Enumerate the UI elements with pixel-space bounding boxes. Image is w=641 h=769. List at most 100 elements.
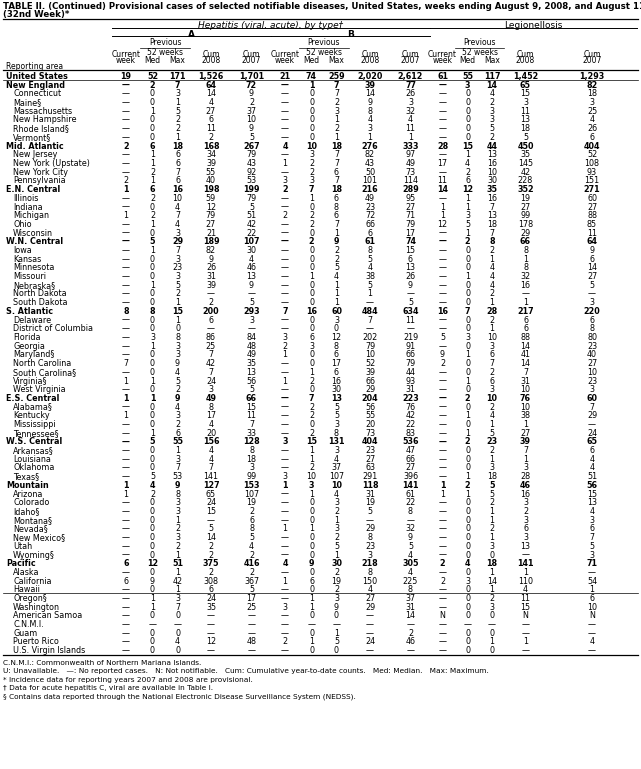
- Text: 3: 3: [523, 533, 528, 542]
- Text: —: —: [438, 568, 447, 577]
- Text: 2: 2: [124, 176, 129, 185]
- Text: Cum: Cum: [362, 50, 379, 59]
- Text: 43: 43: [247, 159, 256, 168]
- Text: 3: 3: [175, 351, 180, 359]
- Text: 0: 0: [309, 568, 314, 577]
- Text: 12: 12: [331, 333, 342, 342]
- Text: 49: 49: [206, 394, 217, 403]
- Text: 0: 0: [309, 629, 314, 638]
- Text: 0: 0: [175, 629, 180, 638]
- Text: —: —: [149, 620, 156, 629]
- Text: * Incidence data for reporting years 2007 and 2008 are provisional.: * Incidence data for reporting years 200…: [3, 677, 253, 683]
- Text: 6: 6: [175, 176, 180, 185]
- Text: Arkansas§: Arkansas§: [13, 446, 54, 455]
- Text: 1: 1: [150, 246, 155, 255]
- Text: Guam: Guam: [13, 629, 37, 638]
- Text: 0: 0: [309, 325, 314, 333]
- Text: 0: 0: [150, 454, 155, 464]
- Text: 2: 2: [465, 438, 470, 446]
- Text: 4: 4: [590, 507, 594, 516]
- Text: 10: 10: [520, 385, 531, 394]
- Text: U: Unavailable.   —: No reported cases.   N: Not notifiable.   Cum: Cumulative y: U: Unavailable. —: No reported cases. N:…: [3, 668, 489, 674]
- Text: —: —: [406, 646, 415, 655]
- Text: 5: 5: [150, 472, 155, 481]
- Text: 18: 18: [587, 89, 597, 98]
- Text: 1: 1: [123, 185, 129, 194]
- Text: 10: 10: [487, 168, 497, 177]
- Text: 0: 0: [465, 125, 470, 133]
- Text: 0: 0: [150, 264, 155, 272]
- Text: 1: 1: [150, 377, 155, 385]
- Text: 1: 1: [334, 289, 339, 298]
- Text: —: —: [122, 246, 130, 255]
- Text: 305: 305: [403, 559, 419, 568]
- Text: 11: 11: [247, 411, 256, 421]
- Text: 3: 3: [367, 125, 372, 133]
- Text: 5: 5: [249, 533, 254, 542]
- Text: 2: 2: [208, 568, 213, 577]
- Text: 7: 7: [175, 81, 180, 90]
- Text: 0: 0: [309, 255, 314, 264]
- Text: 2: 2: [309, 220, 314, 229]
- Text: 6: 6: [490, 377, 494, 385]
- Text: —: —: [366, 629, 374, 638]
- Text: Pennsylvania: Pennsylvania: [13, 176, 65, 185]
- Text: South Dakota: South Dakota: [13, 298, 67, 307]
- Text: 42: 42: [246, 220, 256, 229]
- Text: 4: 4: [334, 490, 339, 498]
- Text: 141: 141: [517, 559, 534, 568]
- Text: 12: 12: [437, 220, 447, 229]
- Text: —: —: [522, 646, 529, 655]
- Text: 0: 0: [150, 98, 155, 107]
- Text: 2: 2: [465, 394, 470, 403]
- Text: 0: 0: [150, 403, 155, 411]
- Text: 7: 7: [208, 368, 213, 377]
- Text: 72: 72: [365, 211, 375, 220]
- Text: 128: 128: [243, 438, 260, 446]
- Text: Med: Med: [460, 56, 476, 65]
- Text: Washington: Washington: [13, 603, 60, 611]
- Text: 1: 1: [150, 341, 155, 351]
- Text: 293: 293: [243, 307, 260, 316]
- Text: 9: 9: [408, 281, 413, 290]
- Text: 0: 0: [150, 411, 155, 421]
- Text: 0: 0: [150, 89, 155, 98]
- Text: —: —: [122, 454, 130, 464]
- Text: —: —: [438, 516, 447, 524]
- Text: 8: 8: [150, 307, 155, 316]
- Text: 0: 0: [150, 125, 155, 133]
- Text: 2: 2: [309, 403, 314, 411]
- Text: 0: 0: [309, 264, 314, 272]
- Text: 4: 4: [490, 272, 494, 281]
- Text: 5: 5: [208, 524, 213, 534]
- Text: 40: 40: [206, 176, 216, 185]
- Text: 4: 4: [590, 454, 594, 464]
- Text: 1: 1: [309, 638, 314, 647]
- Text: 0: 0: [150, 272, 155, 281]
- Text: 2: 2: [175, 115, 180, 125]
- Text: 11: 11: [520, 107, 531, 116]
- Text: Previous
52 weeks: Previous 52 weeks: [306, 38, 342, 58]
- Text: Legionellosis: Legionellosis: [504, 21, 563, 30]
- Text: 0: 0: [465, 454, 470, 464]
- Text: 0: 0: [150, 533, 155, 542]
- Text: 416: 416: [243, 559, 260, 568]
- Text: 32: 32: [520, 272, 531, 281]
- Text: —: —: [122, 238, 130, 246]
- Text: 114: 114: [403, 176, 418, 185]
- Text: Maine§: Maine§: [13, 98, 41, 107]
- Text: 204: 204: [362, 394, 378, 403]
- Text: 8: 8: [249, 446, 254, 455]
- Text: 51: 51: [172, 559, 183, 568]
- Text: 26: 26: [206, 264, 216, 272]
- Text: 15: 15: [520, 89, 531, 98]
- Text: 2: 2: [334, 98, 339, 107]
- Text: 7: 7: [124, 359, 129, 368]
- Text: Hepatitis (viral, acute), by type†: Hepatitis (viral, acute), by type†: [199, 21, 344, 30]
- Text: —: —: [281, 542, 289, 551]
- Text: E.N. Central: E.N. Central: [6, 185, 60, 194]
- Text: —: —: [122, 89, 130, 98]
- Text: 3: 3: [523, 464, 528, 472]
- Text: 38: 38: [365, 272, 375, 281]
- Text: 1: 1: [523, 568, 528, 577]
